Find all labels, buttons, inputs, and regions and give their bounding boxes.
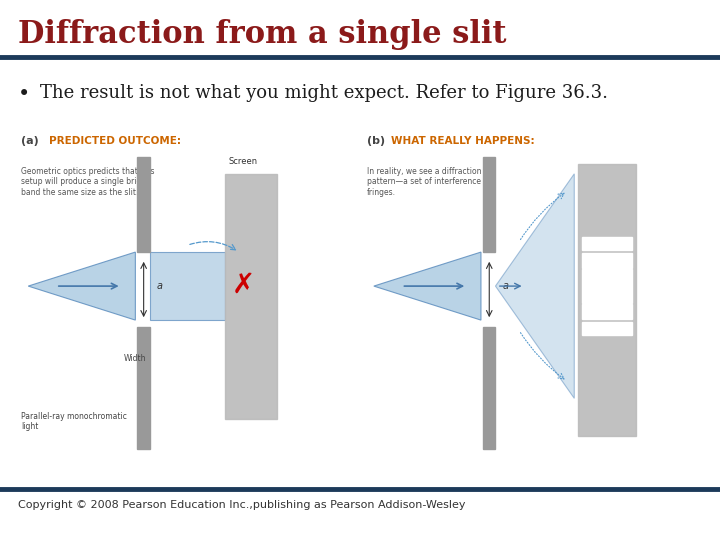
Bar — [582, 322, 631, 335]
Bar — [582, 237, 631, 251]
Bar — [138, 327, 150, 449]
Bar — [577, 164, 636, 436]
Text: ✗: ✗ — [232, 271, 256, 299]
Text: The result is not what you might expect. Refer to Figure 36.3.: The result is not what you might expect.… — [40, 84, 608, 102]
Text: •: • — [18, 84, 30, 104]
Text: Width: Width — [124, 354, 146, 363]
Bar — [225, 174, 277, 419]
Bar — [582, 269, 631, 303]
Text: Geometric optics predicts that this
setup will produce a single bright
band the : Geometric optics predicts that this setu… — [22, 167, 155, 197]
Bar — [483, 157, 495, 252]
Text: Copyright © 2008 Pearson Education Inc.,publishing as Pearson Addison-Wesley: Copyright © 2008 Pearson Education Inc.,… — [18, 500, 466, 510]
Text: PREDICTED OUTCOME:: PREDICTED OUTCOME: — [49, 137, 181, 146]
Text: (b): (b) — [367, 137, 385, 146]
Text: a: a — [503, 281, 508, 292]
Text: WHAT REALLY HAPPENS:: WHAT REALLY HAPPENS: — [391, 137, 535, 146]
Bar — [582, 253, 631, 268]
Text: In reality, we see a diffraction
pattern—a set of interference
fringes.: In reality, we see a diffraction pattern… — [367, 167, 482, 197]
Text: Diffraction from a single slit: Diffraction from a single slit — [18, 19, 506, 50]
Text: a: a — [157, 281, 163, 292]
Polygon shape — [28, 252, 135, 320]
Polygon shape — [374, 252, 481, 320]
Text: Parallel-ray monochromatic
light: Parallel-ray monochromatic light — [22, 412, 127, 431]
Polygon shape — [150, 252, 225, 320]
Bar — [582, 304, 631, 319]
Bar — [483, 327, 495, 449]
Bar — [138, 157, 150, 252]
Text: Screen: Screen — [229, 157, 258, 166]
Polygon shape — [495, 174, 575, 399]
Text: (a): (a) — [22, 137, 39, 146]
